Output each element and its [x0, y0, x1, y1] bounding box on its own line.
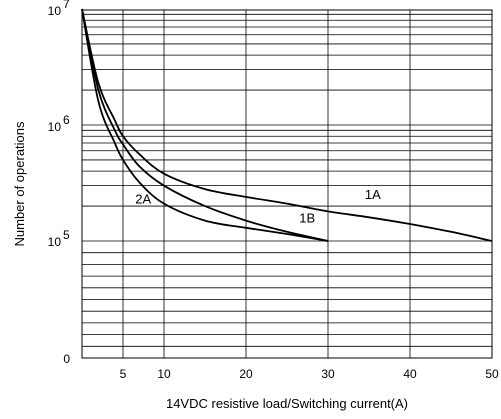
x-tick-label: 40 — [403, 367, 417, 381]
y-tick-label: 10 — [48, 4, 62, 18]
y-axis-label: Number of operations — [12, 121, 27, 247]
x-axis-label: 14VDC resistive load/Switching current(A… — [166, 396, 408, 411]
curve-label-2a: 2A — [135, 192, 151, 207]
series-line-2a — [81, 8, 329, 242]
y-zero-label: 0 — [63, 352, 70, 366]
curve-label-1a: 1A — [365, 187, 381, 202]
x-tick-label: 50 — [485, 367, 499, 381]
grid — [82, 10, 493, 358]
x-tick-label: 30 — [321, 367, 335, 381]
y-tick-exponent: 6 — [63, 113, 70, 127]
x-tick-label: 10 — [157, 367, 171, 381]
y-tick-exponent: 7 — [63, 0, 70, 11]
y-tick-label: 10 — [48, 235, 62, 249]
series-group — [81, 8, 493, 242]
x-tick-label: 20 — [239, 367, 253, 381]
x-tick-label: 5 — [120, 367, 127, 381]
curve-label-1b: 1B — [299, 210, 315, 225]
series-line-1a — [81, 8, 493, 242]
plot-frame — [81, 9, 493, 359]
y-tick-label: 10 — [48, 120, 62, 134]
series-line-1b — [81, 8, 329, 242]
y-tick-exponent: 5 — [63, 228, 70, 242]
